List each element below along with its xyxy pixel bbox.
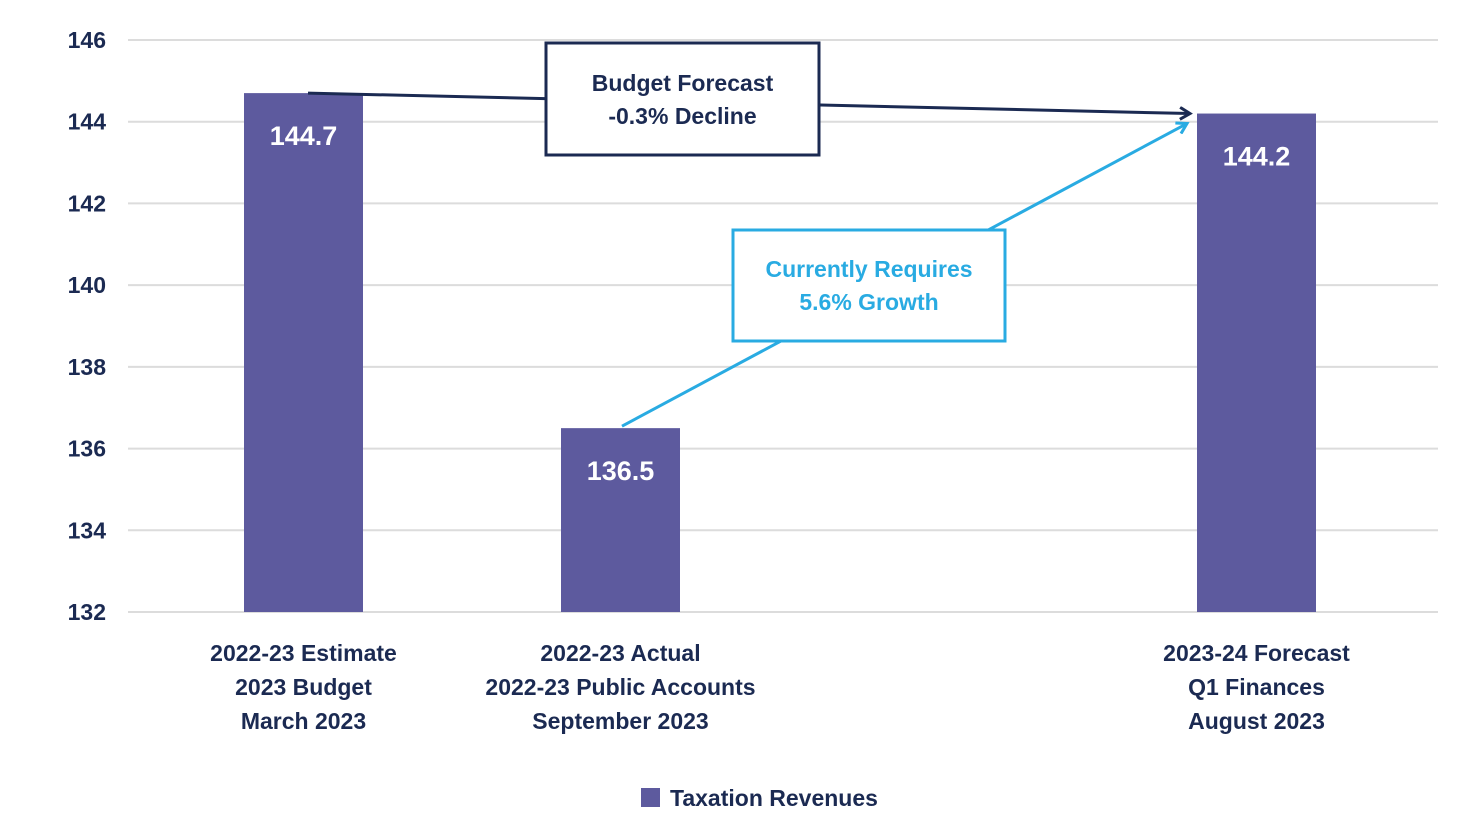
bar — [244, 93, 363, 613]
bars — [244, 93, 1316, 613]
legend-swatch — [641, 788, 660, 807]
annotation-text-decline: Budget Forecast — [592, 70, 774, 96]
annotation-box-growth — [731, 228, 1007, 343]
annotation-text-growth: 5.6% Growth — [799, 289, 938, 315]
annotation-text-growth: Currently Requires — [765, 256, 972, 282]
bar — [561, 428, 680, 612]
y-tick-label: 132 — [68, 599, 106, 625]
y-tick-label: 138 — [68, 354, 107, 380]
annotation-box-decline — [544, 41, 821, 157]
data-labels: 144.7 136.5 144.2 — [270, 121, 1291, 486]
x-axis-category-labels: 2022-23 Estimate 2023 Budget March 2023202… — [210, 640, 1350, 734]
annotation-text-decline: -0.3% Decline — [608, 103, 756, 129]
x-category-label-line: 2022-23 Estimate — [210, 640, 397, 666]
legend-label: Taxation Revenues — [670, 785, 878, 811]
y-tick-label: 140 — [68, 272, 106, 298]
y-tick-label: 146 — [68, 27, 106, 53]
x-category-label-line: August 2023 — [1188, 708, 1325, 734]
x-category-label-line: 2023-24 Forecast — [1163, 640, 1350, 666]
data-label: 136.5 — [587, 456, 655, 486]
x-category-label-line: September 2023 — [532, 708, 708, 734]
x-category-label: 2023-24 Forecast Q1 Finances August 2023 — [1163, 640, 1350, 734]
annotations: Budget Forecast -0.3% Decline Currently Re… — [307, 41, 1190, 428]
x-category-label: 2022-23 Actual 2022-23 Public Accounts Sep… — [485, 640, 755, 734]
x-category-label-line: 2022-23 Actual — [540, 640, 700, 666]
y-tick-label: 134 — [68, 517, 107, 543]
x-category-label-line: Q1 Finances — [1188, 674, 1325, 700]
bar — [1197, 113, 1316, 613]
legend: Taxation Revenues — [641, 785, 878, 811]
x-category-label-line: 2023 Budget — [235, 674, 372, 700]
x-category-label-line: 2022-23 Public Accounts — [485, 674, 755, 700]
x-category-label-line: March 2023 — [241, 708, 366, 734]
y-axis-ticks: 132 134 136 138 140 142 144 146 — [68, 27, 107, 625]
x-category-label: 2022-23 Estimate 2023 Budget March 2023 — [210, 640, 397, 734]
data-label: 144.2 — [1223, 142, 1291, 172]
data-label: 144.7 — [270, 121, 338, 151]
y-tick-label: 144 — [68, 109, 107, 135]
y-tick-label: 136 — [68, 436, 106, 462]
y-tick-label: 142 — [68, 190, 106, 216]
